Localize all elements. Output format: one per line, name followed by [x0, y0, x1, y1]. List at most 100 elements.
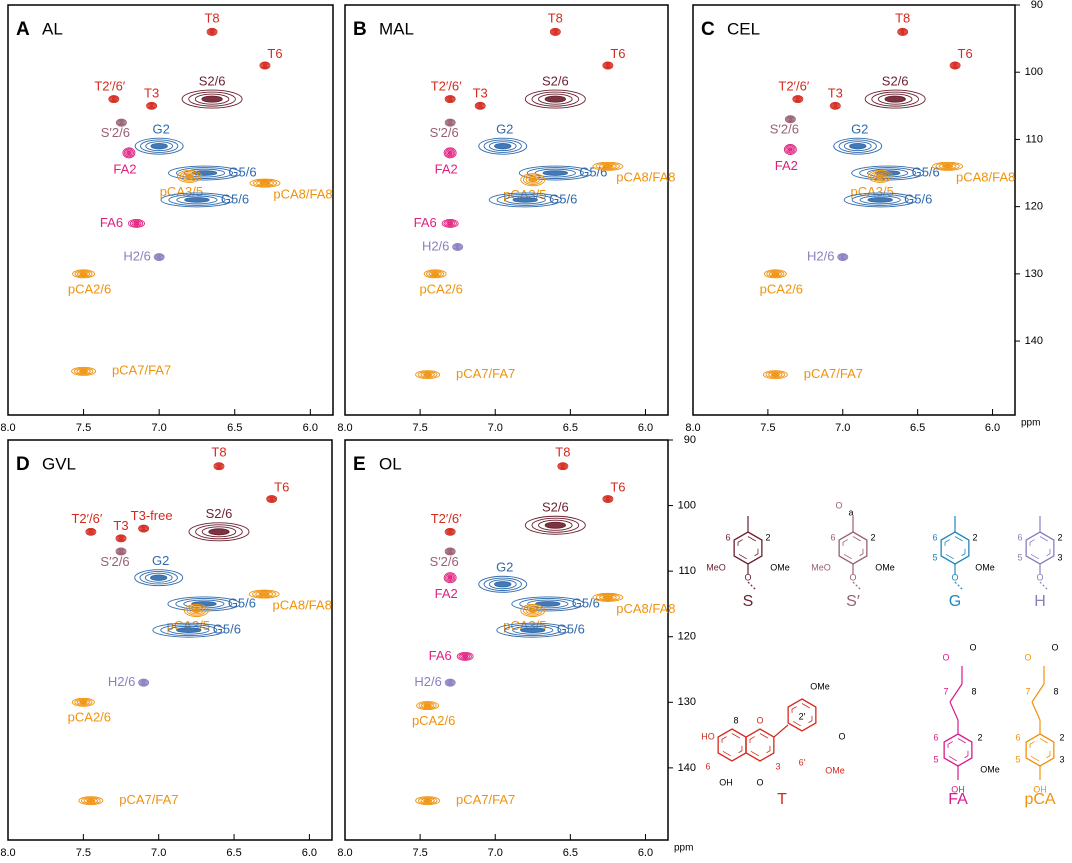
atom-label: 5 — [933, 754, 938, 764]
atom-label: OMe — [770, 562, 790, 572]
contour-ring — [444, 678, 456, 687]
peak-label: FA6 — [100, 215, 123, 230]
contour-ring — [133, 221, 140, 226]
bond — [1031, 683, 1045, 703]
peak — [456, 651, 474, 661]
atom-label: 2 — [1057, 532, 1062, 542]
x-tick-label: 7.0 — [488, 847, 503, 859]
contour-ring — [494, 581, 512, 588]
contour-ring — [140, 680, 147, 686]
peak — [897, 27, 909, 36]
atom-label: 8 — [733, 715, 738, 725]
contour-ring — [258, 592, 270, 596]
atom-label: 5 — [1017, 552, 1022, 562]
contour-ring — [793, 95, 803, 103]
contour-ring — [415, 370, 441, 380]
plot-frame — [7, 439, 333, 841]
atom-label: O — [951, 572, 958, 582]
contour-ring — [445, 148, 456, 158]
peak — [423, 269, 447, 279]
contour-ring — [266, 495, 278, 503]
contour-ring — [443, 219, 457, 228]
atom-label: O — [744, 572, 751, 582]
peak — [443, 572, 457, 584]
contour-ring — [599, 163, 617, 170]
contour-ring — [496, 194, 554, 206]
contour-ring — [168, 625, 210, 635]
contour-ring — [462, 654, 469, 659]
peak — [511, 596, 585, 612]
contour-ring — [420, 797, 435, 804]
contour-ring — [932, 161, 964, 171]
atom-label: 2 — [972, 532, 977, 542]
contour-ring — [445, 95, 455, 103]
contour-ring — [201, 95, 223, 103]
contour-ring — [938, 163, 957, 170]
panel-letter: B — [353, 19, 367, 40]
contour-ring — [214, 463, 224, 470]
peak — [115, 547, 127, 556]
contour-ring — [602, 164, 614, 169]
atom-label: 2 — [870, 532, 875, 542]
peak — [864, 89, 926, 109]
peak-label: T6 — [958, 46, 973, 61]
peak — [71, 697, 95, 707]
contour-ring — [474, 101, 486, 110]
contour-ring — [559, 463, 567, 469]
structure-name: S′ — [846, 593, 860, 610]
ring-inner — [947, 738, 969, 762]
contour-ring — [456, 651, 474, 661]
atom-label: 6′ — [799, 757, 806, 767]
contour-ring — [117, 549, 125, 554]
x-tick-label: 6.0 — [303, 422, 318, 434]
atom-label: OMe — [980, 764, 1000, 774]
peak — [134, 137, 184, 155]
contour-ring — [261, 63, 269, 68]
contour-ring — [787, 147, 793, 152]
x-tick-label: 7.0 — [151, 847, 166, 859]
atom-label: O — [838, 731, 845, 741]
contour-ring — [837, 253, 849, 261]
contour-ring — [189, 606, 204, 615]
contour-ring — [560, 464, 565, 468]
atom-label: OH — [1033, 784, 1047, 794]
peak-label: T3-free — [131, 508, 173, 523]
contour-ring — [851, 165, 925, 181]
contour-ring — [897, 27, 909, 36]
peak-label: T3 — [144, 85, 159, 100]
ring — [787, 698, 817, 732]
peak-label: pCA8/FA8 — [273, 598, 332, 613]
contour-ring — [795, 97, 800, 101]
peak-label: S2/6 — [542, 500, 569, 515]
peak — [496, 622, 570, 638]
contour-ring — [595, 162, 621, 170]
contour-ring — [870, 171, 891, 182]
contour-ring — [262, 63, 268, 68]
plot-frame — [344, 4, 669, 416]
ring-inner — [791, 703, 813, 727]
y-tick-label: 130 — [1025, 268, 1043, 280]
contour-ring — [522, 605, 543, 616]
contour-ring — [768, 371, 783, 378]
contour-ring — [426, 270, 445, 278]
x-tick-label: 7.5 — [760, 422, 775, 434]
contour-ring — [538, 519, 573, 531]
peak-label: pCA7/FA7 — [456, 792, 515, 807]
contour-ring — [74, 698, 93, 706]
atom-label: OMe — [825, 765, 845, 775]
atom-label: MeO — [706, 562, 726, 572]
contour-ring — [478, 104, 483, 108]
contour-ring — [140, 526, 147, 531]
contour-ring — [460, 653, 471, 660]
peak-label: S′2/6 — [101, 125, 130, 140]
contour-ring — [184, 173, 194, 179]
contour-ring — [942, 164, 954, 169]
atom-label: 3 — [1059, 754, 1064, 764]
contour-ring — [496, 622, 570, 638]
peak-label: G5/6 — [221, 191, 249, 206]
bond — [954, 581, 964, 591]
contour-ring — [186, 605, 207, 616]
peak-label: pCA3/5 — [851, 184, 894, 199]
peak-label: pCA7/FA7 — [112, 363, 171, 378]
atom-label: 2 — [1059, 732, 1064, 742]
